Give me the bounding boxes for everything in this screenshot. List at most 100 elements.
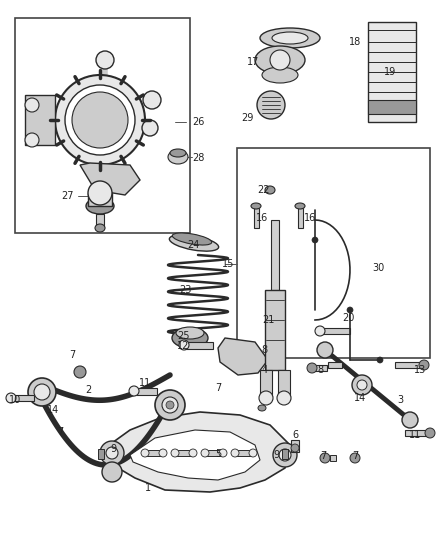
Circle shape	[189, 449, 197, 457]
Circle shape	[402, 412, 418, 428]
Ellipse shape	[255, 46, 305, 74]
Bar	[298, 208, 303, 228]
Polygon shape	[218, 338, 268, 375]
Text: 30: 30	[372, 263, 384, 273]
Circle shape	[231, 449, 239, 457]
Ellipse shape	[95, 224, 105, 232]
Circle shape	[88, 181, 112, 205]
Bar	[368, 100, 416, 114]
Circle shape	[34, 384, 50, 400]
Ellipse shape	[172, 233, 212, 245]
Bar	[25, 95, 55, 145]
Bar	[185, 342, 213, 349]
Text: 9: 9	[110, 444, 116, 454]
Ellipse shape	[170, 149, 186, 157]
Bar	[282, 449, 288, 459]
Circle shape	[307, 363, 317, 373]
Circle shape	[100, 441, 124, 465]
Ellipse shape	[176, 327, 204, 339]
Bar	[175, 450, 193, 456]
Ellipse shape	[272, 32, 308, 44]
Polygon shape	[130, 430, 260, 480]
Text: 10: 10	[9, 395, 21, 405]
Circle shape	[312, 237, 318, 243]
Bar	[260, 370, 272, 400]
Text: 5: 5	[215, 449, 221, 459]
Bar	[291, 440, 299, 452]
Ellipse shape	[86, 198, 114, 214]
Ellipse shape	[170, 235, 219, 251]
Circle shape	[219, 449, 227, 457]
Text: 25: 25	[177, 331, 189, 341]
Circle shape	[201, 449, 209, 457]
Text: 19: 19	[384, 67, 396, 77]
Ellipse shape	[168, 150, 188, 164]
Text: 28: 28	[192, 153, 204, 163]
Text: 13: 13	[414, 365, 426, 375]
Text: 12: 12	[177, 341, 189, 351]
Bar	[15, 18, 190, 233]
Circle shape	[350, 453, 360, 463]
Circle shape	[102, 462, 122, 482]
Text: 7: 7	[69, 350, 75, 360]
Circle shape	[143, 91, 161, 109]
Text: 18: 18	[349, 37, 361, 47]
Circle shape	[257, 91, 285, 119]
Circle shape	[419, 360, 429, 370]
Bar	[254, 208, 259, 228]
Ellipse shape	[172, 328, 208, 348]
Text: 8: 8	[261, 345, 267, 355]
Text: 2: 2	[85, 385, 91, 395]
Ellipse shape	[258, 405, 266, 411]
Circle shape	[166, 401, 174, 409]
Circle shape	[142, 120, 158, 136]
Circle shape	[28, 378, 56, 406]
Circle shape	[249, 449, 257, 457]
Circle shape	[171, 449, 179, 457]
Bar	[278, 370, 290, 400]
Circle shape	[106, 447, 118, 459]
Bar	[135, 388, 157, 395]
Circle shape	[259, 391, 273, 405]
Bar	[145, 450, 163, 456]
Circle shape	[25, 133, 39, 147]
Bar	[205, 450, 223, 456]
Circle shape	[320, 453, 330, 463]
Text: 23: 23	[179, 285, 191, 295]
Text: 22: 22	[257, 185, 269, 195]
Text: 8: 8	[317, 365, 323, 375]
Bar	[10, 395, 34, 401]
Bar	[235, 450, 253, 456]
Text: 9: 9	[273, 450, 279, 460]
Circle shape	[55, 75, 145, 165]
Bar	[88, 193, 112, 206]
Ellipse shape	[295, 203, 305, 209]
Circle shape	[270, 50, 290, 70]
Ellipse shape	[260, 28, 320, 48]
Polygon shape	[80, 163, 140, 195]
Circle shape	[352, 375, 372, 395]
Text: 16: 16	[256, 213, 268, 223]
Text: 4: 4	[262, 365, 268, 375]
Ellipse shape	[251, 203, 261, 209]
Text: 16: 16	[304, 213, 316, 223]
Text: 20: 20	[342, 313, 354, 323]
Circle shape	[291, 444, 299, 452]
Text: 24: 24	[187, 240, 199, 250]
Bar	[368, 22, 416, 122]
Circle shape	[377, 357, 383, 363]
Text: 26: 26	[192, 117, 204, 127]
Circle shape	[179, 340, 189, 350]
Circle shape	[74, 366, 86, 378]
Circle shape	[315, 326, 325, 336]
Text: 7: 7	[57, 427, 63, 437]
Text: 7: 7	[320, 451, 326, 461]
Text: 7: 7	[215, 383, 221, 393]
Circle shape	[6, 393, 16, 403]
Circle shape	[357, 380, 367, 390]
Bar	[313, 365, 327, 371]
Bar	[395, 362, 423, 368]
Text: 29: 29	[241, 113, 253, 123]
Bar	[328, 362, 342, 368]
Text: 7: 7	[352, 451, 358, 461]
